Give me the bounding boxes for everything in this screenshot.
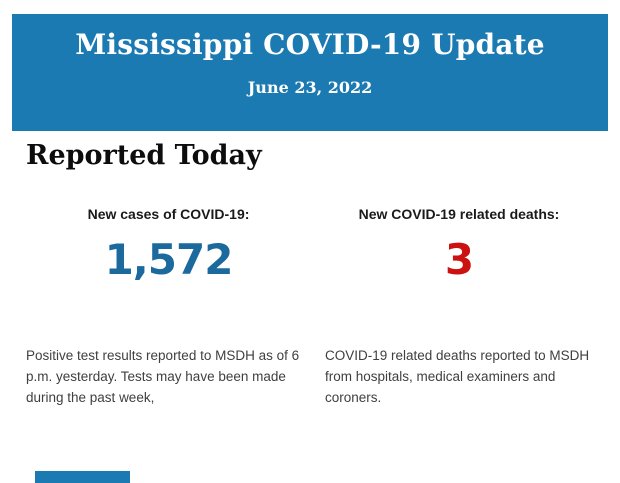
stat-label: New cases of COVID-19: xyxy=(87,206,250,222)
stat-value: 1,572 xyxy=(104,235,234,284)
header-date: June 23, 2022 xyxy=(247,78,373,97)
stat-card-new-deaths: New COVID-19 related deaths: 3 xyxy=(318,206,600,281)
header-band: Mississippi COVID-19 Update June 23, 202… xyxy=(12,14,608,131)
header-title: Mississippi COVID-19 Update xyxy=(75,28,545,61)
stat-value: 3 xyxy=(444,235,474,284)
section-title: Reported Today xyxy=(26,140,262,171)
stat-description: COVID-19 related deaths reported to MSDH… xyxy=(325,348,590,405)
stat-label: New COVID-19 related deaths: xyxy=(358,206,560,222)
next-section-band-sliver xyxy=(35,471,130,483)
stat-description: Positive test results reported to MSDH a… xyxy=(26,348,300,405)
stat-card-new-cases: New cases of COVID-19: 1,572 xyxy=(27,206,310,281)
